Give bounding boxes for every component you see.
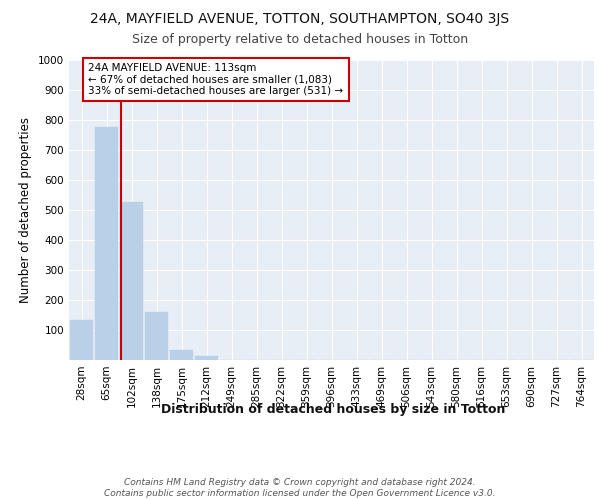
Text: 24A MAYFIELD AVENUE: 113sqm
← 67% of detached houses are smaller (1,083)
33% of : 24A MAYFIELD AVENUE: 113sqm ← 67% of det… [89,63,344,96]
Bar [195,356,218,360]
Bar [145,312,168,360]
Text: Distribution of detached houses by size in Totton: Distribution of detached houses by size … [161,402,505,415]
Text: 24A, MAYFIELD AVENUE, TOTTON, SOUTHAMPTON, SO40 3JS: 24A, MAYFIELD AVENUE, TOTTON, SOUTHAMPTO… [91,12,509,26]
Bar [70,320,93,360]
Text: Size of property relative to detached houses in Totton: Size of property relative to detached ho… [132,32,468,46]
Bar [95,126,118,360]
Y-axis label: Number of detached properties: Number of detached properties [19,117,32,303]
Text: Contains HM Land Registry data © Crown copyright and database right 2024.
Contai: Contains HM Land Registry data © Crown c… [104,478,496,498]
Bar [120,202,143,360]
Bar [170,350,193,360]
